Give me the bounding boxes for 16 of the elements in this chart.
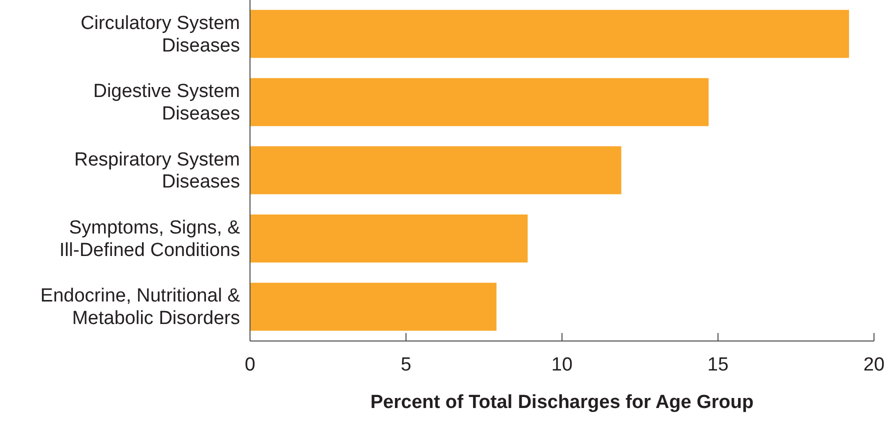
x-axis-title: Percent of Total Discharges for Age Group [370,392,754,413]
bar [250,214,528,262]
bar [250,282,496,331]
y-tick-label: Endocrine, Nutritional & Metabolic Disorders [40,285,240,329]
x-tick-label: 15 [707,354,729,376]
bar [250,10,850,58]
y-tick-label: Circulatory System Diseases [80,12,240,56]
x-tick-label: 20 [863,354,885,376]
x-tick-label: 5 [400,354,412,376]
bar [250,78,709,126]
bar [250,146,622,194]
x-tick-label: 10 [551,354,573,376]
y-tick-label: Digestive System Diseases [93,80,240,124]
y-tick-label: Symptoms, Signs, & Ill-Defined Conditions [59,216,240,260]
y-tick-label: Respiratory System Diseases [74,148,240,192]
x-tick-label: 0 [244,354,256,376]
